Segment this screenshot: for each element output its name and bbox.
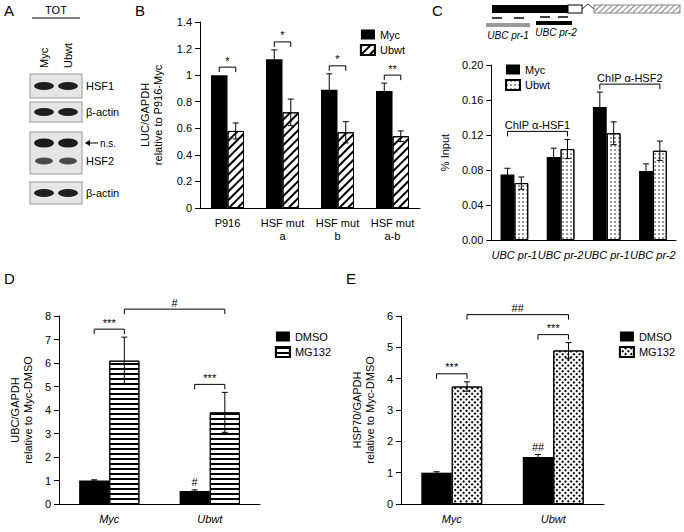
svg-text:7: 7 xyxy=(45,334,51,346)
svg-text:HSF mut: HSF mut xyxy=(371,217,414,229)
svg-text:UBC pr-2: UBC pr-2 xyxy=(630,249,676,261)
svg-text:UBC pr-1: UBC pr-1 xyxy=(487,30,529,41)
svg-text:TOT: TOT xyxy=(45,4,67,16)
svg-text:8: 8 xyxy=(45,310,51,322)
svg-text:Ubwt: Ubwt xyxy=(197,513,223,525)
svg-text:*: * xyxy=(225,55,230,67)
svg-text:6: 6 xyxy=(45,357,51,369)
svg-text:4: 4 xyxy=(387,373,393,385)
svg-text:a-b: a-b xyxy=(385,230,401,242)
svg-text:2: 2 xyxy=(387,435,393,447)
svg-text:0.6: 0.6 xyxy=(177,122,192,134)
svg-text:0.2: 0.2 xyxy=(177,175,192,187)
svg-text:UBC pr-1: UBC pr-1 xyxy=(492,249,538,261)
svg-text:1.4: 1.4 xyxy=(177,16,192,28)
svg-text:b: b xyxy=(334,230,340,242)
svg-text:6: 6 xyxy=(387,310,393,322)
svg-text:UBC pr-2: UBC pr-2 xyxy=(535,27,577,38)
svg-text:0: 0 xyxy=(186,202,192,214)
svg-text:*: * xyxy=(335,53,340,65)
svg-text:0.20: 0.20 xyxy=(462,59,483,71)
html-text:E: E xyxy=(346,270,356,287)
svg-text:DMSO: DMSO xyxy=(639,331,672,343)
html-text:A: A xyxy=(4,2,14,19)
svg-text:Ubwt: Ubwt xyxy=(541,513,567,525)
svg-text:β-actin: β-actin xyxy=(86,187,119,199)
svg-text:***: *** xyxy=(103,317,117,329)
svg-text:3: 3 xyxy=(387,404,393,416)
svg-text:0.08: 0.08 xyxy=(462,164,483,176)
svg-text:1: 1 xyxy=(186,69,192,81)
svg-text:β-actin: β-actin xyxy=(86,106,119,118)
svg-text:ChIP α-HSF1: ChIP α-HSF1 xyxy=(505,119,570,131)
svg-text:4: 4 xyxy=(45,404,51,416)
svg-text:Myc: Myc xyxy=(442,513,463,525)
svg-text:% Input: % Input xyxy=(439,134,451,171)
svg-text:#: # xyxy=(172,297,179,309)
svg-text:2: 2 xyxy=(45,451,51,463)
svg-text:a: a xyxy=(279,230,286,242)
svg-text:ChIP α-HSF2: ChIP α-HSF2 xyxy=(597,72,662,84)
svg-text:0.04: 0.04 xyxy=(462,199,483,211)
svg-text:MG132: MG132 xyxy=(295,346,331,358)
svg-text:5: 5 xyxy=(387,341,393,353)
svg-text:Myc: Myc xyxy=(38,47,50,68)
svg-text:UBC pr-1: UBC pr-1 xyxy=(584,249,630,261)
svg-text:HSF mut: HSF mut xyxy=(261,217,304,229)
svg-text:0.4: 0.4 xyxy=(177,149,192,161)
svg-text:0.00: 0.00 xyxy=(462,234,483,246)
svg-text:Myc: Myc xyxy=(380,29,401,41)
svg-text:1: 1 xyxy=(45,475,51,487)
svg-text:0: 0 xyxy=(45,498,51,510)
svg-text:Ubwt: Ubwt xyxy=(380,44,405,56)
svg-text:0.12: 0.12 xyxy=(462,129,483,141)
svg-text:Myc: Myc xyxy=(99,513,120,525)
svg-text:Ubwt: Ubwt xyxy=(525,79,550,91)
svg-text:relative to Myc-DMSO: relative to Myc-DMSO xyxy=(22,356,34,464)
svg-text:3: 3 xyxy=(45,428,51,440)
html-text:C: C xyxy=(432,2,443,19)
svg-text:HSF mut: HSF mut xyxy=(316,217,359,229)
svg-text:**: ** xyxy=(388,63,397,75)
svg-text:##: ## xyxy=(512,302,525,314)
svg-text:1: 1 xyxy=(387,467,393,479)
html-text:B: B xyxy=(135,2,145,19)
svg-text:Ubwt: Ubwt xyxy=(62,43,74,68)
svg-text:LUC/GAPDH: LUC/GAPDH xyxy=(139,83,151,147)
svg-text:MG132: MG132 xyxy=(639,346,675,358)
svg-text:HSF1: HSF1 xyxy=(86,80,114,92)
svg-text:UBC pr-2: UBC pr-2 xyxy=(538,249,584,261)
svg-text:P916: P916 xyxy=(215,217,241,229)
svg-text:*: * xyxy=(280,29,285,41)
svg-text:DMSO: DMSO xyxy=(295,331,328,343)
svg-text:***: *** xyxy=(445,361,459,373)
svg-text:***: *** xyxy=(203,372,217,384)
svg-text:0: 0 xyxy=(387,498,393,510)
svg-text:relative to P916-Myc: relative to P916-Myc xyxy=(152,64,164,165)
svg-text:UBC/GAPDH: UBC/GAPDH xyxy=(9,377,21,442)
svg-text:##: ## xyxy=(532,441,545,453)
svg-text:0.16: 0.16 xyxy=(462,94,483,106)
svg-text:Myc: Myc xyxy=(525,64,546,76)
svg-text:relative to Myc-DMSO: relative to Myc-DMSO xyxy=(364,356,376,464)
svg-text:5: 5 xyxy=(45,381,51,393)
svg-text:#: # xyxy=(192,476,199,488)
svg-text:n.s.: n.s. xyxy=(100,138,116,149)
svg-text:0.8: 0.8 xyxy=(177,96,192,108)
svg-text:HSP70/GAPDH: HSP70/GAPDH xyxy=(351,371,363,448)
html-text:D: D xyxy=(4,270,15,287)
svg-text:***: *** xyxy=(547,322,561,334)
svg-text:1.2: 1.2 xyxy=(177,43,192,55)
svg-text:HSF2: HSF2 xyxy=(86,155,114,167)
